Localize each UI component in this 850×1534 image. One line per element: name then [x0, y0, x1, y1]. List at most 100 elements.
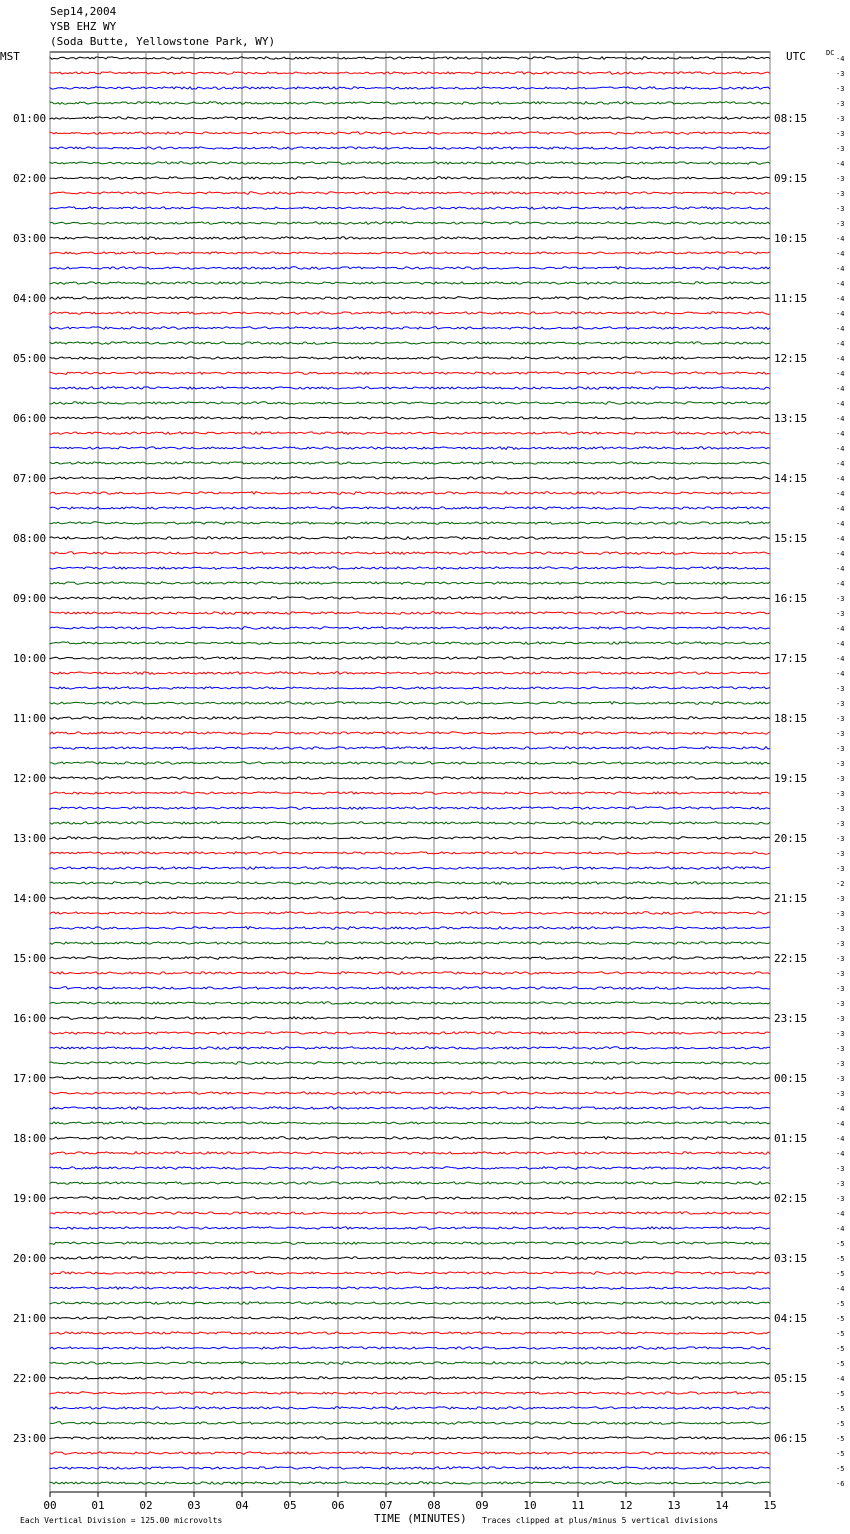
seismic-trace: [49, 641, 771, 645]
dc-offset-label: -3: [836, 760, 844, 768]
x-tick-label: 01: [91, 1499, 104, 1512]
seismic-trace: [49, 986, 771, 990]
left-hour-label: 21:00: [13, 1312, 46, 1325]
dc-offset-label: -3: [836, 685, 844, 693]
dc-offset-label: -3: [836, 175, 844, 183]
right-hour-label: 23:15: [774, 1012, 807, 1025]
dc-offset-label: -4: [836, 1150, 844, 1158]
dc-offset-label: -3: [836, 1060, 844, 1068]
seismic-trace: [49, 1346, 771, 1350]
dc-offset-label: -6: [836, 1480, 844, 1488]
dc-offset-label: -3: [836, 100, 844, 108]
seismic-trace: [49, 701, 771, 705]
dc-offset-label: -3: [836, 220, 844, 228]
dc-offset-label: -4: [836, 505, 844, 513]
seismic-trace: [49, 1376, 771, 1380]
dc-offset-label: -3: [836, 1180, 844, 1188]
left-hour-label: 16:00: [13, 1012, 46, 1025]
seismic-trace: [49, 1091, 771, 1096]
dc-offset-label: -3: [836, 700, 844, 708]
right-hour-label: 19:15: [774, 772, 807, 785]
left-hour-label: 08:00: [13, 532, 46, 545]
seismic-trace: [49, 715, 771, 720]
dc-offset-label: -3: [836, 940, 844, 948]
seismic-trace: [49, 1405, 771, 1410]
right-hour-label: 04:15: [774, 1312, 807, 1325]
seismic-trace: [49, 116, 771, 120]
dc-offset-label: -3: [836, 610, 844, 618]
right-hour-label: 22:15: [774, 952, 807, 965]
dc-offset-label: -5: [836, 1390, 844, 1398]
seismic-trace: [49, 266, 771, 270]
x-tick-label: 06: [331, 1499, 344, 1512]
seismic-trace: [49, 236, 771, 241]
dc-offset-label: -4: [836, 295, 844, 303]
seismic-trace: [49, 71, 771, 75]
seismic-trace: [49, 280, 771, 285]
dc-offset-label: -4: [836, 340, 844, 348]
dc-offset-label: -4: [836, 235, 844, 243]
seismic-trace: [49, 626, 771, 630]
dc-offset-label: -5: [836, 1465, 844, 1473]
seismic-trace: [49, 1481, 771, 1485]
seismic-trace: [49, 790, 771, 795]
seismic-trace: [49, 1360, 771, 1365]
seismic-trace: [49, 56, 771, 61]
seismic-trace: [49, 685, 771, 690]
left-hour-label: 01:00: [13, 112, 46, 125]
seismic-trace: [49, 401, 771, 405]
left-hour-label: 17:00: [13, 1072, 46, 1085]
dc-offset-label: -5: [836, 1270, 844, 1278]
seismic-trace: [49, 221, 771, 226]
dc-offset-label: -5: [836, 1240, 844, 1248]
right-hour-label: 21:15: [774, 892, 807, 905]
right-hour-label: 05:15: [774, 1372, 807, 1385]
seismic-trace: [49, 1136, 771, 1140]
x-tick-label: 03: [187, 1499, 200, 1512]
seismic-trace: [49, 325, 771, 330]
dc-offset-label: -3: [836, 955, 844, 963]
left-hour-label: 09:00: [13, 592, 46, 605]
dc-offset-label: -4: [836, 670, 844, 678]
right-hour-label: 12:15: [774, 352, 807, 365]
x-tick-label: 09: [475, 1499, 488, 1512]
dc-offset-label: -5: [836, 1405, 844, 1413]
dc-offset-label: -5: [836, 1255, 844, 1263]
dc-offset-label: -3: [836, 1015, 844, 1023]
seismic-trace: [49, 566, 771, 570]
seismic-trace: [49, 371, 771, 375]
dc-offset-label: -4: [836, 445, 844, 453]
dc-offset-label: -5: [836, 1360, 844, 1368]
dc-offset-label: -3: [836, 1195, 844, 1203]
seismic-trace: [49, 386, 771, 390]
right-hour-label: 02:15: [774, 1192, 807, 1205]
seismic-trace: [49, 1330, 771, 1335]
left-hour-label: 13:00: [13, 832, 46, 845]
seismic-trace: [49, 296, 771, 300]
seismic-trace: [49, 506, 771, 510]
dc-offset-label: -3: [836, 115, 844, 123]
dc-offset-label: -4: [836, 400, 844, 408]
x-tick-label: 14: [715, 1499, 729, 1512]
dc-offset-label: -4: [836, 250, 844, 258]
dc-offset-label: -3: [836, 715, 844, 723]
seismic-trace: [49, 311, 771, 316]
dc-offset-label: -4: [836, 310, 844, 318]
dc-offset-label: -5: [836, 1435, 844, 1443]
seismic-trace: [49, 745, 771, 750]
seismic-trace: [49, 970, 771, 975]
seismic-trace: [49, 866, 771, 871]
x-tick-label: 04: [235, 1499, 249, 1512]
left-hour-label: 15:00: [13, 952, 46, 965]
seismic-trace: [49, 1271, 771, 1275]
seismic-trace: [49, 416, 771, 420]
seismic-trace: [49, 611, 771, 615]
dc-offset-label: -3: [836, 130, 844, 138]
seismic-trace: [49, 191, 771, 195]
seismic-trace: [49, 1001, 771, 1005]
seismic-trace: [49, 1421, 771, 1425]
seismic-trace: [49, 1120, 771, 1125]
seismic-trace: [49, 731, 771, 736]
seismic-trace: [49, 1061, 771, 1065]
dc-offset-label: -3: [836, 835, 844, 843]
